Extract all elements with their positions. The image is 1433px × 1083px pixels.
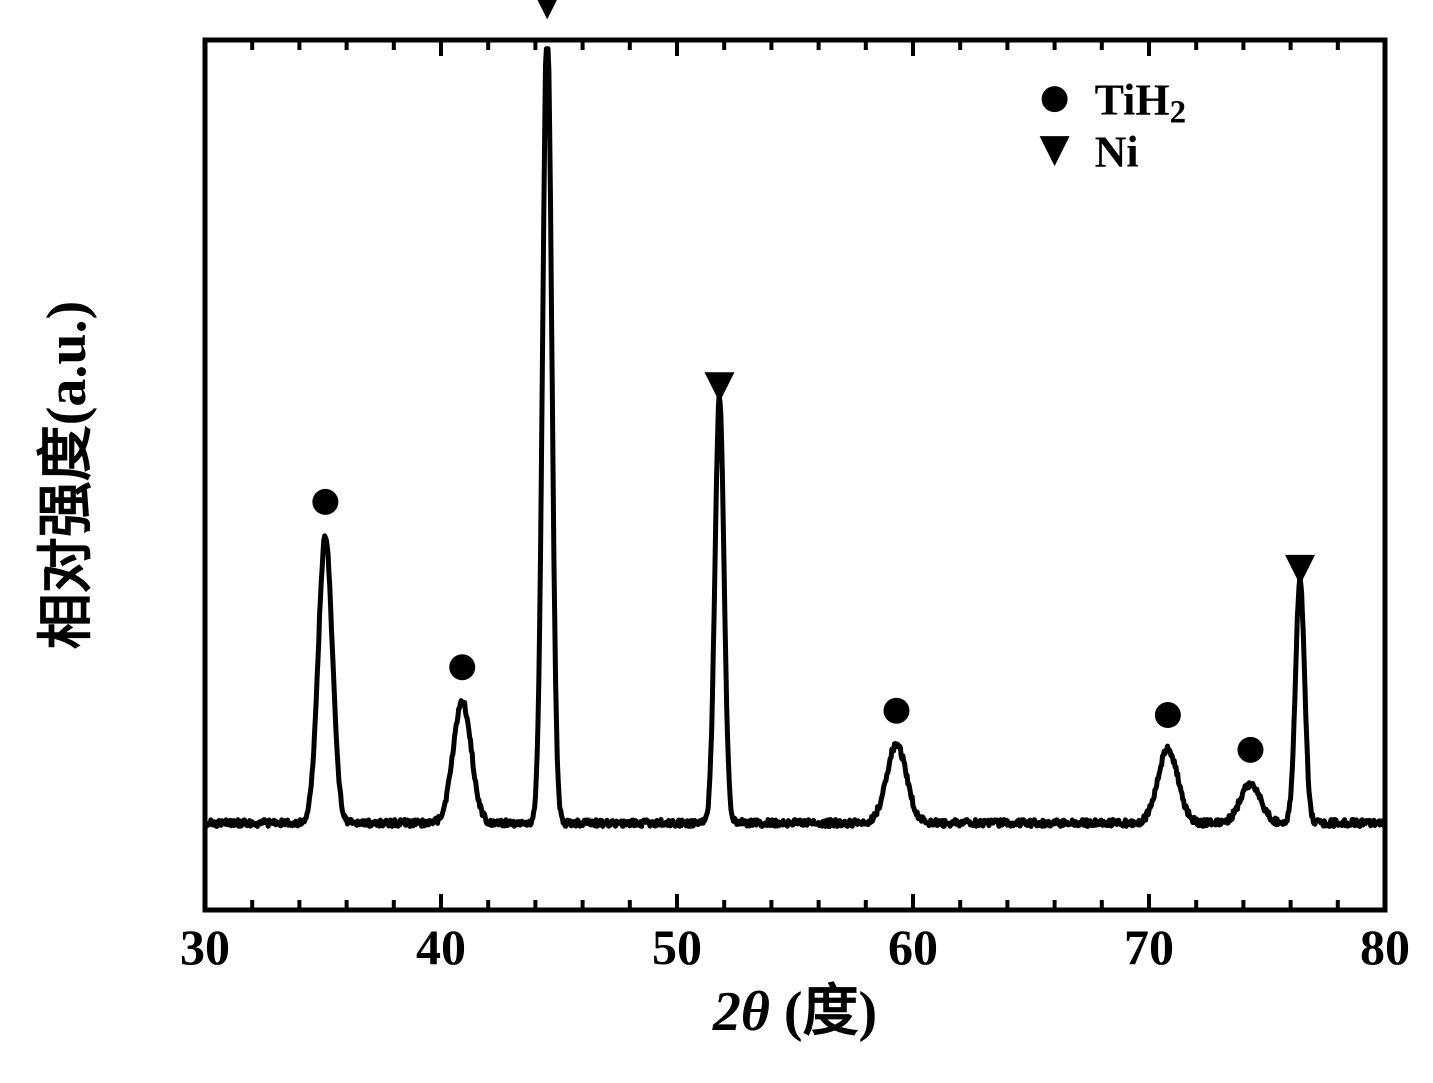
x-tick-label: 70 <box>1124 919 1174 975</box>
x-axis-title: 2θ (度) <box>712 981 877 1043</box>
peak-marker-circle <box>449 654 475 680</box>
x-tick-label: 40 <box>416 919 466 975</box>
xrd-chart: 3040506070802θ (度)相对强度(a.u.)TiH2Ni <box>0 0 1433 1083</box>
chart-svg: 3040506070802θ (度)相对强度(a.u.)TiH2Ni <box>0 0 1433 1083</box>
x-tick-label: 60 <box>888 919 938 975</box>
x-tick-label: 50 <box>652 919 702 975</box>
legend-label: Ni <box>1095 128 1139 177</box>
y-axis-title: 相对强度(a.u.) <box>36 301 98 649</box>
legend-marker-circle <box>1042 86 1068 112</box>
peak-marker-circle <box>883 698 909 724</box>
x-tick-label: 80 <box>1360 919 1410 975</box>
x-tick-label: 30 <box>180 919 230 975</box>
peak-marker-circle <box>1237 737 1263 763</box>
peak-marker-circle <box>312 489 338 515</box>
peak-marker-circle <box>1155 702 1181 728</box>
